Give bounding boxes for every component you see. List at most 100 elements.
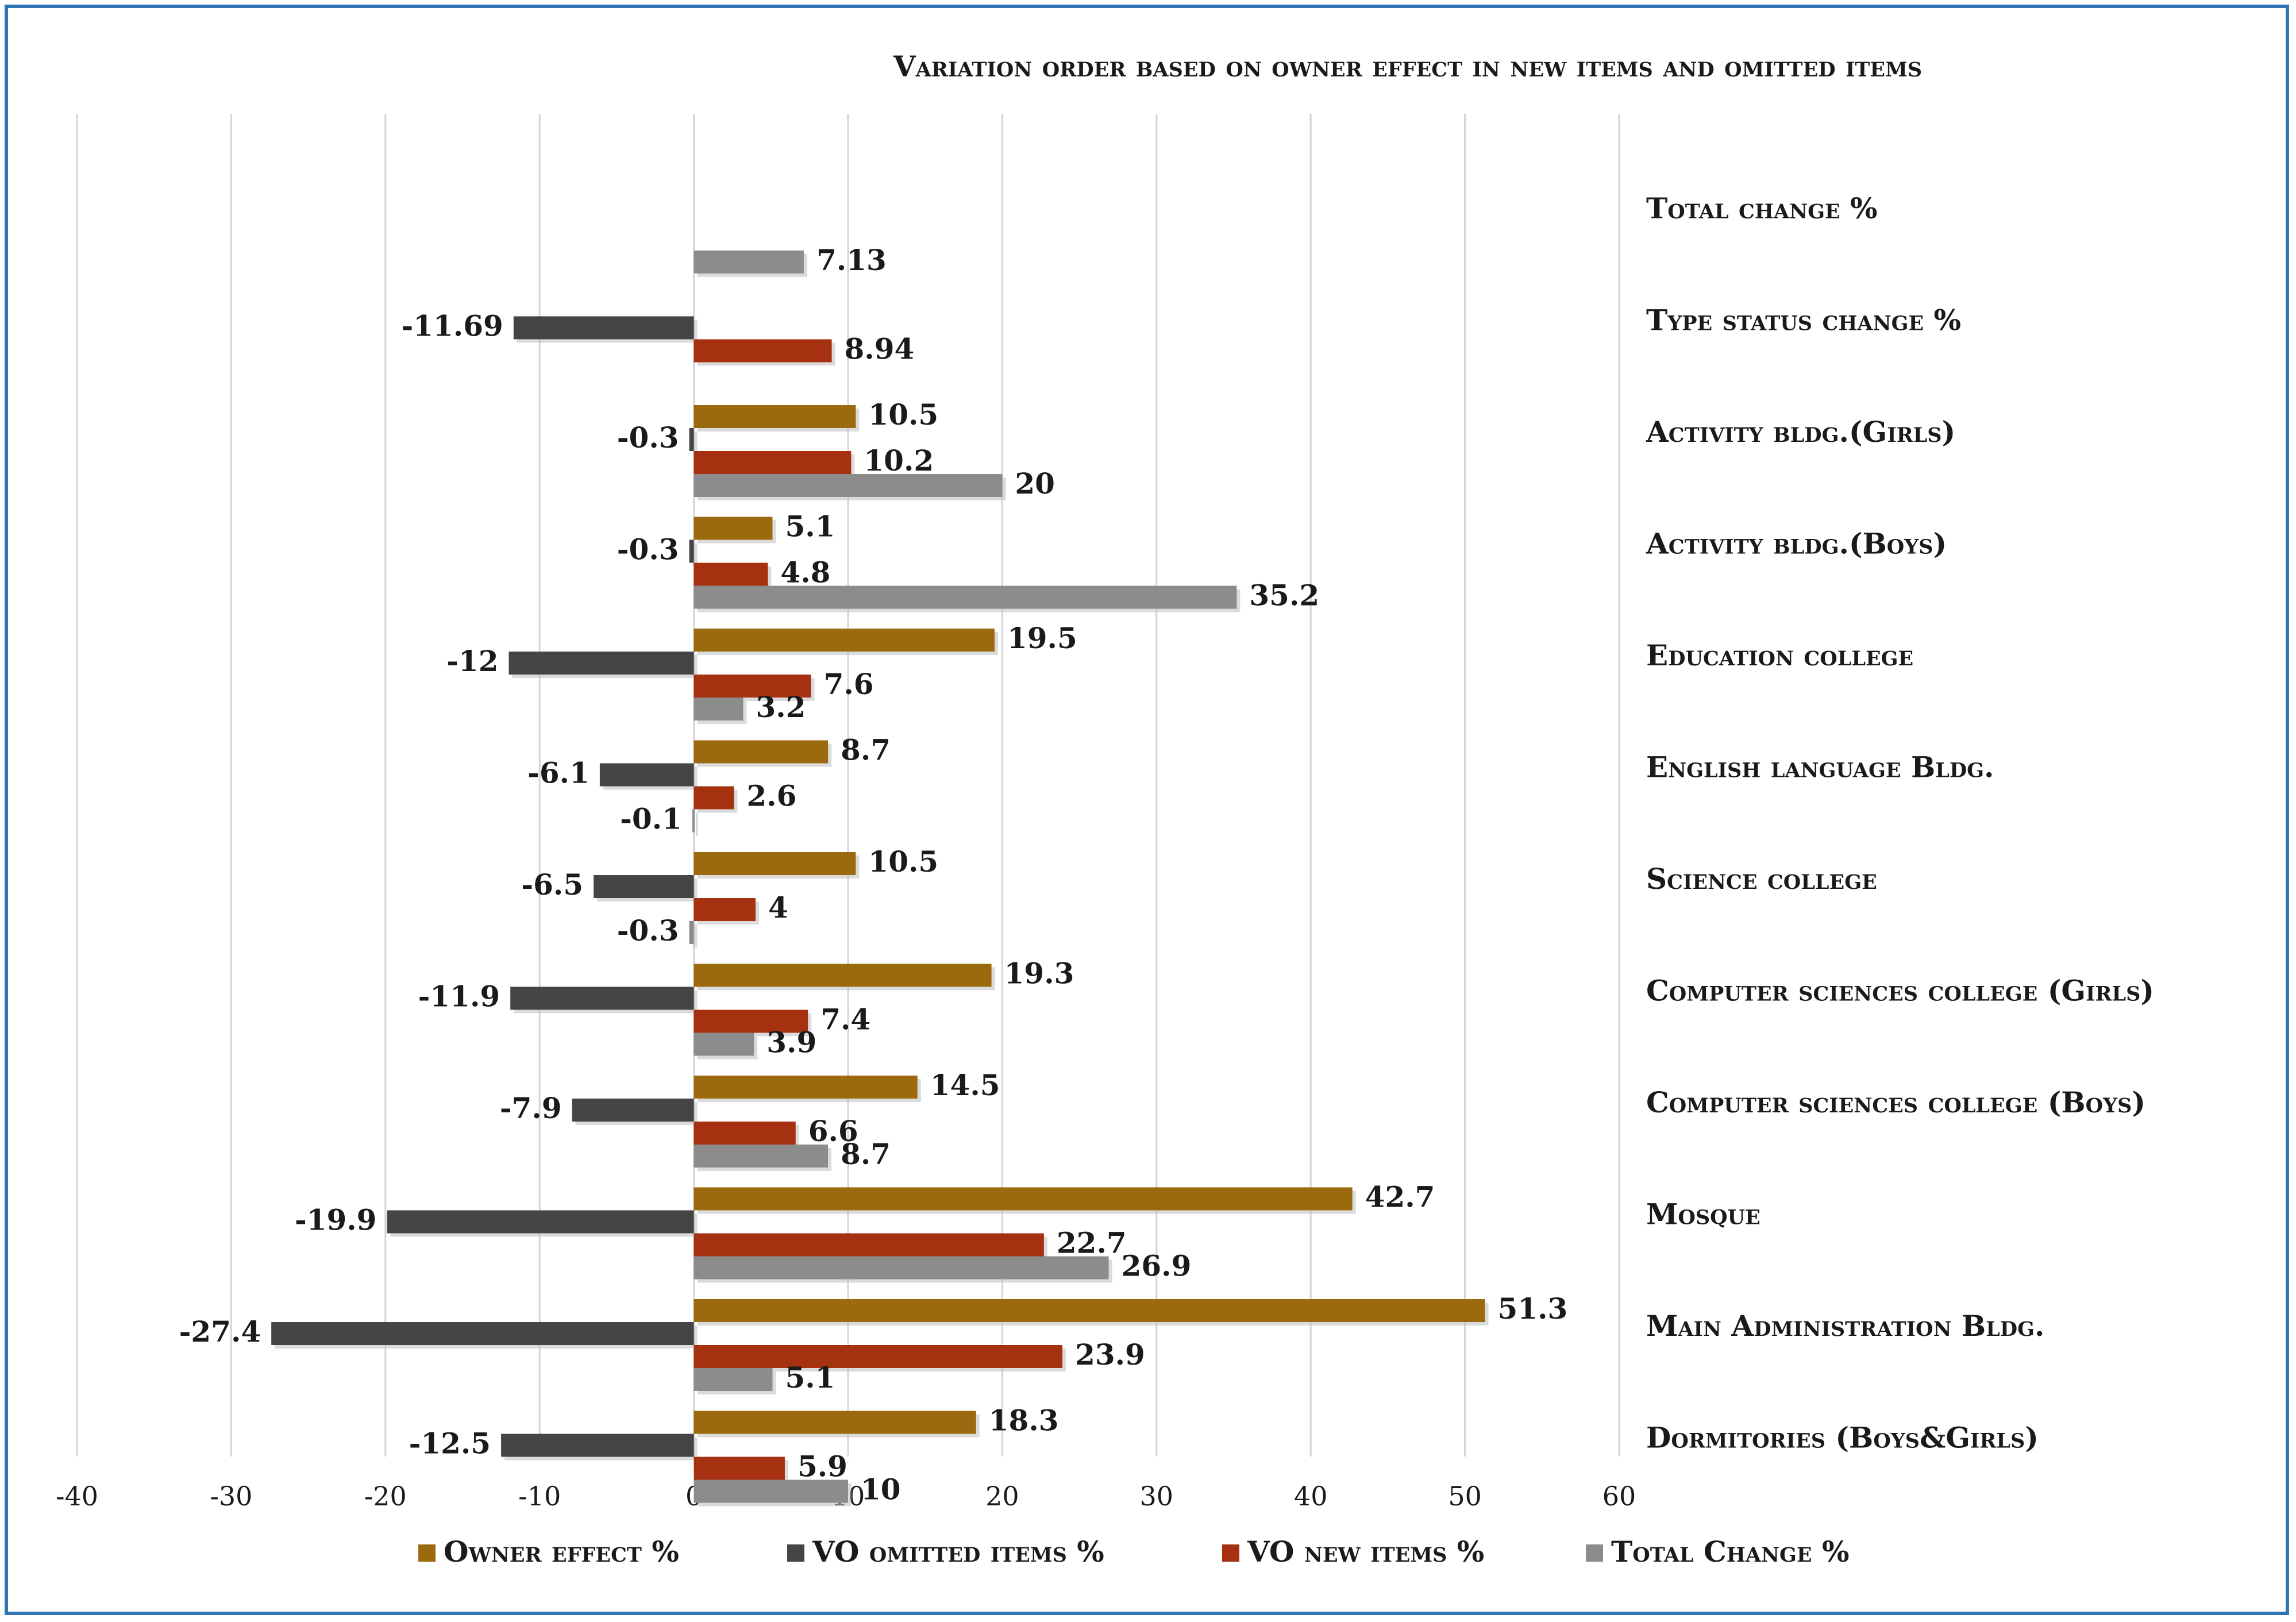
bar-shadow	[692, 431, 698, 454]
category-label: Main Administration Bldg.	[1646, 1309, 2044, 1343]
bar	[694, 1457, 785, 1480]
data-label: 20	[1015, 467, 1055, 500]
data-label: -11.69	[402, 309, 503, 343]
category-label: Mosque	[1646, 1197, 1760, 1231]
bar	[501, 1434, 694, 1457]
data-label: 42.7	[1365, 1180, 1435, 1214]
legend-entry: Owner effect %	[444, 1535, 679, 1569]
data-label: -0.3	[617, 533, 679, 567]
legend-swatch	[1222, 1544, 1239, 1562]
bar	[694, 474, 1003, 497]
data-label: -27.4	[179, 1315, 261, 1349]
legend-entry: Total Change %	[1611, 1535, 1850, 1569]
data-label: -0.3	[617, 914, 679, 947]
bar	[694, 1122, 796, 1145]
bar	[510, 987, 694, 1010]
bar	[271, 1322, 694, 1345]
data-label: -0.1	[620, 802, 682, 836]
category-label: Dormitories (Boys&Girls)	[1646, 1421, 2039, 1455]
category-label: Computer sciences college (Girls)	[1646, 974, 2154, 1008]
data-label: 8.94	[845, 332, 915, 366]
data-label: 7.4	[820, 1003, 870, 1037]
data-label: 3.9	[766, 1026, 816, 1059]
bar	[694, 339, 832, 363]
x-tick-label: -30	[210, 1481, 252, 1512]
data-label: 51.3	[1497, 1292, 1567, 1326]
data-label: -0.3	[617, 421, 679, 454]
data-label: 10.2	[864, 444, 934, 477]
category-label: Science college	[1646, 862, 1877, 896]
bar	[694, 1076, 918, 1099]
x-tick-label: 40	[1294, 1481, 1328, 1512]
bar	[508, 652, 694, 675]
bar	[694, 1368, 773, 1391]
data-label: 23.9	[1075, 1338, 1145, 1371]
x-tick-label: -20	[364, 1481, 407, 1512]
data-label: 2.6	[746, 779, 796, 813]
x-tick-label: -10	[518, 1481, 561, 1512]
data-label: -12	[446, 644, 498, 678]
chart-title: Variation order based on owner effect in…	[893, 49, 1922, 83]
bar	[694, 629, 995, 652]
bar-shadow	[692, 543, 698, 567]
bar	[694, 1187, 1353, 1211]
bar-shadow	[695, 812, 698, 836]
bar	[694, 1299, 1485, 1322]
legend-swatch	[1586, 1544, 1603, 1562]
category-label: Type status change %	[1646, 303, 1961, 337]
data-label: 19.3	[1004, 957, 1074, 991]
legend-entry: VO omitted items %	[812, 1535, 1104, 1569]
x-tick-label: 20	[985, 1481, 1019, 1512]
bar	[694, 563, 768, 586]
data-label: 22.7	[1057, 1226, 1127, 1260]
bar	[387, 1210, 694, 1234]
bar	[694, 675, 811, 698]
category-label: Activity bldg.(Boys)	[1646, 527, 1947, 561]
legend-entry: VO new items %	[1247, 1535, 1484, 1569]
x-tick-label: 30	[1140, 1481, 1174, 1512]
data-label: 14.5	[930, 1068, 1000, 1102]
bar	[689, 921, 694, 944]
bar	[694, 451, 852, 474]
bar	[694, 1032, 754, 1056]
data-label: 5.1	[785, 510, 835, 544]
bar	[694, 517, 773, 540]
data-label: -7.9	[500, 1091, 562, 1125]
bar	[694, 1010, 808, 1033]
bar	[694, 964, 992, 987]
data-label: 19.5	[1007, 621, 1077, 655]
data-label: 7.13	[816, 243, 887, 277]
bar	[689, 428, 694, 451]
bar	[689, 540, 694, 563]
data-label: -6.1	[527, 756, 590, 790]
data-label: 35.2	[1249, 579, 1319, 612]
data-label: 8.7	[841, 1137, 891, 1171]
data-label: 10	[861, 1473, 901, 1507]
bar	[594, 875, 694, 898]
data-label: 3.2	[756, 690, 806, 724]
data-label: 7.6	[824, 667, 874, 701]
bar	[694, 1256, 1109, 1280]
bar	[572, 1099, 694, 1122]
x-tick-label: -40	[56, 1481, 98, 1512]
bar	[694, 1480, 848, 1503]
data-label: 18.3	[989, 1404, 1059, 1438]
legend-swatch	[418, 1544, 436, 1562]
bar	[694, 698, 743, 721]
bar	[599, 763, 694, 787]
data-label: -6.5	[521, 868, 583, 901]
data-label: 5.1	[785, 1361, 835, 1394]
data-label: 10.5	[868, 398, 938, 431]
bar	[694, 1345, 1063, 1368]
legend-swatch	[787, 1544, 804, 1562]
bar	[694, 251, 804, 273]
x-tick-label: 60	[1602, 1481, 1636, 1512]
category-label: Total change %	[1646, 191, 1878, 225]
bar	[694, 1145, 829, 1168]
data-label: 10.5	[868, 845, 938, 879]
data-label: 26.9	[1122, 1249, 1192, 1283]
bar-shadow	[692, 924, 698, 947]
category-label: English language Bldg.	[1646, 750, 1994, 784]
category-label: Education college	[1646, 638, 1913, 672]
